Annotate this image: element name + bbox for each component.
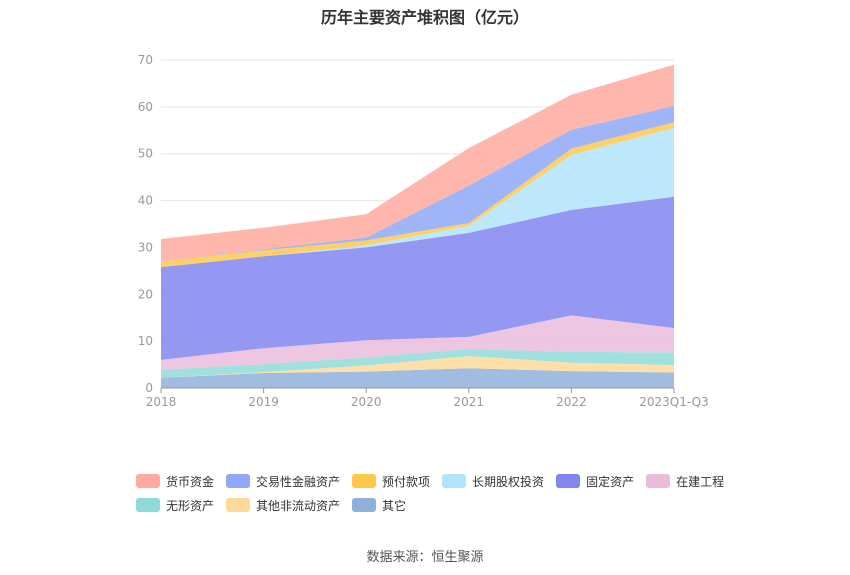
- y-tick-label: 0: [145, 381, 153, 395]
- series-area-7: [161, 105, 674, 262]
- legend-item[interactable]: 交易性金融资产: [226, 473, 340, 489]
- series-area-0: [161, 368, 674, 388]
- legend-swatch: [442, 474, 467, 488]
- legend-label: 固定资产: [586, 474, 635, 489]
- series-area-2: [161, 349, 674, 378]
- x-tick-label: 2020: [351, 395, 382, 409]
- legend-item[interactable]: 其它: [352, 497, 406, 513]
- legend-item[interactable]: 长期股权投资: [442, 473, 544, 489]
- legend-label: 长期股权投资: [472, 474, 545, 489]
- data-source: 数据来源：恒生聚源: [366, 550, 484, 565]
- series-area-6: [161, 122, 674, 268]
- legend-label: 其他非流动资产: [256, 498, 341, 513]
- x-tick-label: 2019: [248, 395, 279, 409]
- series-area-8: [161, 64, 674, 262]
- legend-label: 无形资产: [166, 498, 215, 513]
- x-tick-label: 2018: [146, 395, 177, 409]
- legend-label: 交易性金融资产: [256, 474, 341, 489]
- y-tick-label: 50: [138, 147, 153, 161]
- y-tick-label: 60: [138, 100, 153, 114]
- legend-label: 其它: [382, 498, 407, 513]
- chart-title: 历年主要资产堆积图（亿元）: [320, 8, 529, 27]
- y-tick-label: 70: [138, 53, 153, 67]
- x-tick-label: 2021: [454, 395, 485, 409]
- legend-swatch: [352, 474, 377, 488]
- series-areas: [161, 64, 674, 388]
- legend-swatch: [646, 474, 671, 488]
- legend-item[interactable]: 固定资产: [556, 473, 634, 489]
- y-tick-label: 10: [138, 334, 153, 348]
- axes: 2018 2019 2020 2021 2022 2023Q1-Q3: [146, 387, 709, 409]
- legend-label: 在建工程: [676, 474, 725, 489]
- legend-item[interactable]: 在建工程: [646, 473, 724, 489]
- legend-swatch: [136, 474, 160, 488]
- legend-swatch: [352, 498, 377, 512]
- legend-swatch: [226, 498, 251, 512]
- legend-swatch: [556, 474, 581, 488]
- y-tick-label: 40: [138, 194, 153, 208]
- series-area-4: [161, 196, 674, 360]
- legend-item[interactable]: 预付款项: [352, 473, 430, 489]
- legend-item[interactable]: 货币资金: [136, 473, 214, 489]
- y-tick-label: 20: [138, 287, 153, 301]
- legend-label: 货币资金: [166, 474, 215, 489]
- legend: 货币资金 交易性金融资产 预付款项 长期股权投资 固定资产 在建工程无形资产 其他非流动资产…: [136, 473, 756, 513]
- legend-label: 预付款项: [382, 474, 431, 489]
- series-area-1: [161, 356, 674, 378]
- legend-item[interactable]: 其他非流动资产: [226, 497, 340, 513]
- legend-item[interactable]: 无形资产: [136, 497, 214, 513]
- legend-swatch: [136, 498, 160, 512]
- x-tick-label: 2023Q1-Q3: [639, 395, 708, 409]
- series-area-5: [161, 127, 674, 268]
- x-tick-label: 2022: [556, 395, 587, 409]
- series-area-3: [161, 315, 674, 370]
- y-tick-label: 30: [138, 240, 153, 254]
- legend-swatch: [226, 474, 251, 488]
- stacked-area-chart: 0 10 20 30 40 50 60 70 2018 2019 2020 2021 2022 2023…: [138, 53, 709, 409]
